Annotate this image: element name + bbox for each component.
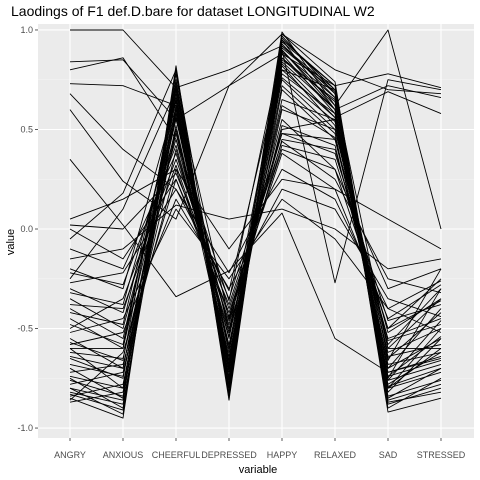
y-axis-title: value xyxy=(5,229,17,255)
y-tick-label: 0.0 xyxy=(20,224,33,234)
y-tick-label: 1.0 xyxy=(20,25,33,35)
x-axis-title: variable xyxy=(239,464,278,476)
series-line-50 xyxy=(69,168,442,250)
y-tick-label: 0.5 xyxy=(20,124,33,134)
x-axis: ANGRY ANXIOUS CHEERFUL DEPRESSED HAPPY RELAXE… xyxy=(54,438,466,460)
x-tick-label: ANXIOUS xyxy=(103,450,144,460)
series-line-6 xyxy=(69,63,442,292)
x-tick-label: STRESSED xyxy=(417,450,466,460)
x-tick-label: CHEERFUL xyxy=(152,450,201,460)
x-tick-label: ANGRY xyxy=(54,450,86,460)
x-tick-label: DEPRESSED xyxy=(201,450,257,460)
series-line-7 xyxy=(69,33,442,220)
x-tick-label: HAPPY xyxy=(267,450,298,460)
series-lines xyxy=(69,29,442,419)
y-tick-label: -0.5 xyxy=(17,324,33,334)
series-line-8 xyxy=(69,159,442,373)
chart-title: Laodings of F1 def.D.bare for dataset LO… xyxy=(11,3,375,19)
series-line-3 xyxy=(69,53,442,120)
x-tick-label: RELAXED xyxy=(314,450,357,460)
series-line-5 xyxy=(69,57,442,333)
series-line-48 xyxy=(69,41,442,411)
series-line-47 xyxy=(69,77,442,389)
y-tick-label: -1.0 xyxy=(17,423,33,433)
y-axis: 1.0 0.5 0.0 -0.5 -1.0 xyxy=(17,25,38,433)
x-tick-label: SAD xyxy=(379,450,398,460)
